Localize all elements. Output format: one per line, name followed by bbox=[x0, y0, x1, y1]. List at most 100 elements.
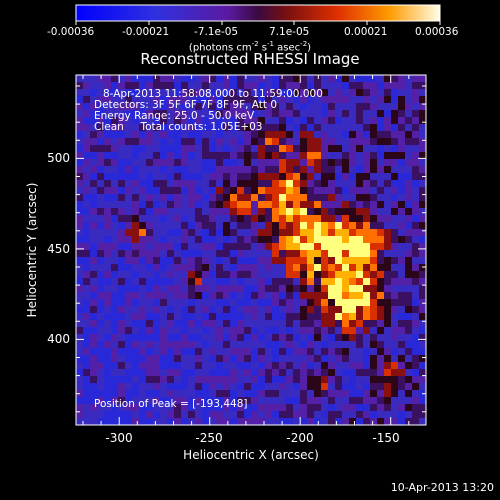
image-pixel bbox=[104, 89, 112, 97]
image-pixel bbox=[286, 201, 294, 209]
image-pixel bbox=[307, 278, 315, 286]
image-pixel bbox=[111, 201, 119, 209]
image-pixel bbox=[370, 369, 378, 377]
image-pixel bbox=[412, 404, 420, 412]
image-pixel bbox=[223, 82, 231, 90]
image-pixel bbox=[174, 159, 182, 167]
image-pixel bbox=[349, 404, 357, 412]
image-pixel bbox=[167, 411, 175, 419]
image-pixel bbox=[90, 145, 98, 153]
image-pixel bbox=[139, 369, 147, 377]
image-pixel bbox=[356, 229, 364, 237]
image-pixel bbox=[293, 75, 301, 83]
image-pixel bbox=[321, 243, 329, 251]
image-pixel bbox=[251, 341, 259, 349]
image-pixel bbox=[370, 96, 378, 104]
y-axis-label: Heliocentric Y (arcsec) bbox=[25, 183, 39, 318]
image-pixel bbox=[314, 208, 322, 216]
image-pixel bbox=[265, 229, 273, 237]
image-pixel bbox=[328, 215, 336, 223]
image-pixel bbox=[237, 75, 245, 83]
image-pixel bbox=[202, 285, 210, 293]
image-pixel bbox=[265, 355, 273, 363]
image-pixel bbox=[237, 215, 245, 223]
image-pixel bbox=[398, 124, 406, 132]
image-pixel bbox=[83, 194, 91, 202]
image-pixel bbox=[412, 341, 420, 349]
image-pixel bbox=[118, 250, 126, 258]
image-pixel bbox=[251, 89, 259, 97]
image-pixel bbox=[279, 250, 287, 258]
image-pixel bbox=[111, 124, 119, 132]
image-pixel bbox=[188, 397, 196, 405]
image-pixel bbox=[174, 348, 182, 356]
image-pixel bbox=[160, 285, 168, 293]
image-pixel bbox=[174, 278, 182, 286]
image-pixel bbox=[335, 117, 343, 125]
image-pixel bbox=[335, 376, 343, 384]
image-pixel bbox=[412, 138, 420, 146]
image-pixel bbox=[167, 320, 175, 328]
image-pixel bbox=[146, 117, 154, 125]
image-pixel bbox=[181, 180, 189, 188]
image-pixel bbox=[237, 96, 245, 104]
image-pixel bbox=[195, 418, 203, 426]
image-pixel bbox=[335, 229, 343, 237]
image-pixel bbox=[356, 250, 364, 258]
image-pixel bbox=[97, 138, 105, 146]
image-pixel bbox=[251, 82, 259, 90]
image-pixel bbox=[216, 397, 224, 405]
image-pixel bbox=[90, 355, 98, 363]
image-pixel bbox=[398, 418, 406, 426]
image-pixel bbox=[160, 334, 168, 342]
image-pixel bbox=[412, 159, 420, 167]
image-pixel bbox=[97, 306, 105, 314]
image-pixel bbox=[342, 250, 350, 258]
image-pixel bbox=[216, 257, 224, 265]
image-pixel bbox=[370, 418, 378, 426]
image-pixel bbox=[216, 173, 224, 181]
image-pixel bbox=[286, 152, 294, 160]
image-pixel bbox=[223, 278, 231, 286]
image-pixel bbox=[202, 264, 210, 272]
image-pixel bbox=[237, 278, 245, 286]
image-pixel bbox=[146, 82, 154, 90]
image-pixel bbox=[349, 376, 357, 384]
image-pixel bbox=[111, 411, 119, 419]
image-pixel bbox=[174, 369, 182, 377]
image-pixel bbox=[132, 285, 140, 293]
image-pixel bbox=[384, 369, 392, 377]
image-pixel bbox=[356, 264, 364, 272]
image-pixel bbox=[160, 82, 168, 90]
plot-frame bbox=[75, 74, 427, 426]
image-pixel bbox=[419, 404, 427, 412]
image-pixel bbox=[76, 320, 84, 328]
x-tick-label: -300 bbox=[105, 431, 132, 445]
image-pixel bbox=[188, 348, 196, 356]
image-pixel bbox=[104, 327, 112, 335]
image-pixel bbox=[251, 159, 259, 167]
image-pixel bbox=[405, 82, 413, 90]
image-pixel bbox=[209, 418, 217, 426]
image-pixel bbox=[153, 243, 161, 251]
image-pixel bbox=[293, 355, 301, 363]
image-pixel bbox=[307, 194, 315, 202]
image-pixel bbox=[342, 187, 350, 195]
image-pixel bbox=[97, 187, 105, 195]
image-pixel bbox=[174, 166, 182, 174]
image-pixel bbox=[209, 320, 217, 328]
image-pixel bbox=[118, 299, 126, 307]
image-pixel bbox=[251, 418, 259, 426]
image-pixel bbox=[307, 369, 315, 377]
info-line-detectors: Detectors: 3F 5F 6F 7F 8F 9F, Att 0 bbox=[94, 99, 277, 111]
image-pixel bbox=[307, 96, 315, 104]
image-pixel bbox=[293, 194, 301, 202]
image-pixel bbox=[377, 390, 385, 398]
image-pixel bbox=[251, 257, 259, 265]
image-pixel bbox=[300, 110, 308, 118]
image-pixel bbox=[188, 257, 196, 265]
image-pixel bbox=[412, 390, 420, 398]
image-pixel bbox=[377, 173, 385, 181]
image-pixel bbox=[160, 124, 168, 132]
image-pixel bbox=[349, 397, 357, 405]
